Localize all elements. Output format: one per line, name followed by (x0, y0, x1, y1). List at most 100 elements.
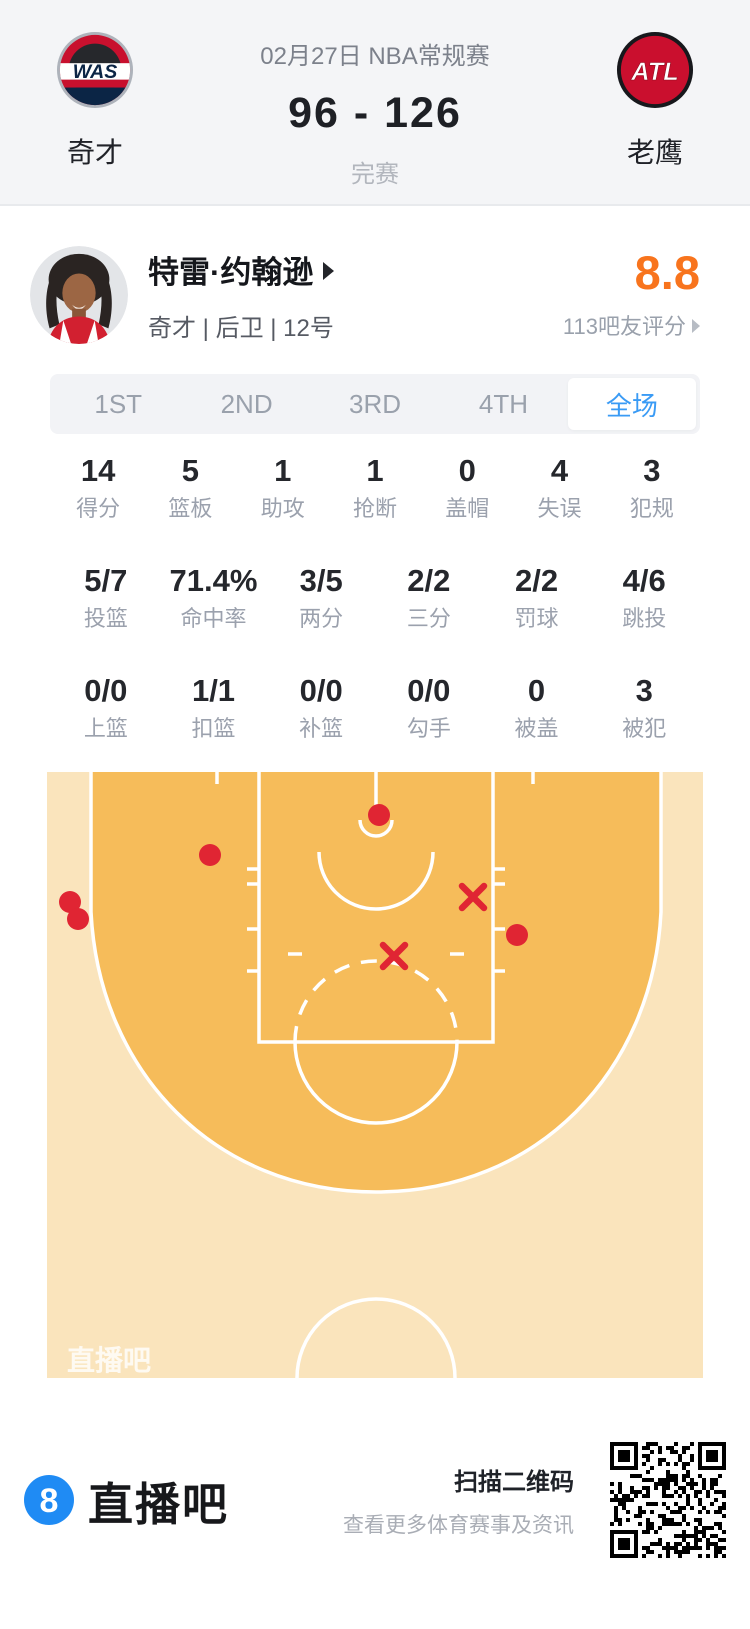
stat-value: 0/0 (84, 673, 128, 708)
stat-label: 得分 (76, 496, 121, 521)
stat-label: 跳投 (622, 606, 667, 631)
team-home-block[interactable]: WAS 奇才 (0, 0, 190, 171)
stat-fouled: 3 被犯 (590, 670, 698, 746)
stat-value: 4/6 (622, 563, 666, 598)
rating-block: 8.8 113吧友评分 (563, 249, 700, 341)
shot-chart: 直播吧 (47, 772, 703, 1378)
player-name: 特雷·约翰逊 (148, 255, 314, 290)
stat-label: 盖帽 (445, 496, 490, 521)
team-away-block[interactable]: ATL 老鹰 (560, 0, 750, 171)
stat-value: 71.4% (169, 563, 258, 598)
qr-texts: 扫描二维码 查看更多体育赛事及资讯 (343, 1462, 574, 1539)
stat-value: 0/0 (407, 673, 451, 708)
tab-1st[interactable]: 1ST (94, 388, 143, 419)
stats-row-main: 14 得分 5 篮板 1 助攻 1 抢断 0 盖帽 4 失误 3 犯规 (0, 450, 750, 526)
stat-assists: 1 助攻 (237, 450, 329, 526)
stat-label: 投篮 (83, 606, 128, 631)
match-status: 完赛 (351, 161, 399, 188)
home-team-name: 奇才 (66, 137, 123, 168)
stat-putback: 0/0 补篮 (267, 670, 375, 746)
arrow-right-icon (323, 261, 335, 280)
hawks-team-logo-icon: ATL (616, 31, 694, 109)
made-shot-marker (67, 908, 89, 930)
tab-3rd[interactable]: 3RD (349, 388, 402, 419)
stat-steals: 1 抢断 (329, 450, 421, 526)
stat-label: 两分 (299, 606, 344, 631)
match-date: 02月27日 NBA常规赛 (260, 43, 490, 70)
tab-4th[interactable]: 4TH (478, 388, 528, 419)
stat-label: 罚球 (514, 606, 559, 631)
stat-value: 5 (181, 453, 200, 488)
stat-2pt: 3/5 两分 (267, 560, 375, 636)
stat-value: 1/1 (191, 673, 236, 708)
stat-label: 被犯 (622, 716, 667, 741)
stat-value: 0 (527, 673, 546, 708)
missed-shot-marker (458, 882, 488, 912)
shot-markers (59, 804, 528, 971)
quarter-tabs: 1ST 2ND 3RD 4TH 全场 (50, 374, 700, 434)
stats-row-shooting: 5/7 投篮 71.4% 命中率 3/5 两分 2/2 三分 2/2 罚球 4/… (0, 560, 750, 636)
stat-value: 3 (635, 673, 653, 708)
stat-points: 14 得分 (52, 450, 144, 526)
stat-label: 补篮 (299, 716, 344, 741)
player-meta: 奇才 | 后卫 | 12号 (148, 315, 334, 342)
qr-title: 扫描二维码 (454, 1468, 574, 1496)
stat-layup: 0/0 上篮 (52, 670, 160, 746)
stat-turnovers: 4 失误 (513, 450, 605, 526)
made-shot-marker (368, 804, 390, 826)
stat-label: 抢断 (352, 496, 397, 521)
footer-right: 扫描二维码 查看更多体育赛事及资讯 (343, 1442, 726, 1558)
stat-value: 2/2 (407, 563, 451, 598)
stat-value: 3 (643, 453, 661, 488)
stat-dunk: 1/1 扣篮 (160, 670, 268, 746)
tab-2nd[interactable]: 2ND (220, 388, 273, 419)
away-abbr: ATL (630, 58, 678, 86)
player-avatar (30, 246, 128, 344)
stat-label: 命中率 (180, 606, 247, 631)
court-watermark: 直播吧 (67, 1345, 151, 1376)
brand-group: 8 直播吧 (24, 1468, 229, 1533)
stat-value: 2/2 (514, 563, 559, 598)
stat-value: 4 (550, 453, 569, 488)
away-team-name: 老鹰 (626, 137, 683, 168)
home-abbr: WAS (73, 61, 117, 83)
stats-row-detail: 0/0 上篮 1/1 扣篮 0/0 补篮 0/0 勾手 0 被盖 3 被犯 (0, 670, 750, 746)
fan-rating-link[interactable]: 113吧友评分 (563, 309, 700, 341)
stat-label: 失误 (537, 496, 582, 521)
zhibo8-logo-icon: 8 (24, 1475, 74, 1525)
qr-code-image (610, 1442, 726, 1558)
arrow-right-small-icon (692, 319, 700, 333)
stat-fg-pct: 71.4% 命中率 (160, 560, 268, 636)
player-card: 特雷·约翰逊 奇才 | 后卫 | 12号 8.8 113吧友评分 (0, 206, 750, 344)
brand-name: 直播吧 (88, 1478, 230, 1530)
stat-fouls: 3 犯规 (606, 450, 698, 526)
stat-hook: 0/0 勾手 (375, 670, 483, 746)
missed-shot-marker (379, 941, 409, 971)
stat-label: 助攻 (260, 496, 305, 521)
stat-label: 三分 (406, 606, 451, 631)
stat-value: 1 (366, 453, 384, 488)
qr-subtitle: 查看更多体育赛事及资讯 (343, 1513, 574, 1537)
fan-rating-label: 113吧友评分 (562, 314, 686, 339)
stat-value: 0/0 (299, 673, 343, 708)
stat-value: 1 (274, 453, 292, 488)
match-center: 02月27日 NBA常规赛 96 - 126 完赛 (190, 0, 560, 189)
stat-value: 3/5 (299, 563, 343, 598)
stat-label: 勾手 (406, 716, 451, 741)
made-shot-marker (59, 891, 81, 913)
match-score: 96 - 126 (288, 89, 462, 137)
stat-blocked: 0 被盖 (483, 670, 591, 746)
svg-text:8: 8 (40, 1482, 59, 1520)
stat-fg: 5/7 投篮 (52, 560, 160, 636)
tab-full-game[interactable]: 全场 (567, 378, 697, 430)
shot-chart-court: 直播吧 (47, 772, 703, 1378)
made-shot-marker (506, 924, 528, 946)
scoreboard: WAS 奇才 02月27日 NBA常规赛 96 - 126 完赛 ATL 老鹰 (0, 0, 750, 206)
stat-label: 上篮 (83, 716, 128, 741)
stat-value: 0 (458, 453, 476, 488)
made-shot-marker (199, 844, 221, 866)
stat-label: 犯规 (629, 496, 674, 521)
stat-value: 14 (80, 453, 116, 488)
player-name-link[interactable]: 特雷·约翰逊 (148, 247, 335, 292)
stat-value: 5/7 (84, 563, 128, 598)
